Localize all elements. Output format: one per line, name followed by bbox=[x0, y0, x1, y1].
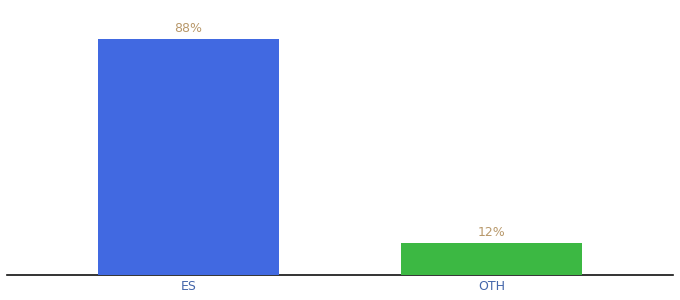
Bar bbox=[401, 243, 582, 275]
Bar bbox=[98, 39, 279, 275]
Text: 12%: 12% bbox=[477, 226, 505, 239]
Text: 88%: 88% bbox=[175, 22, 203, 35]
